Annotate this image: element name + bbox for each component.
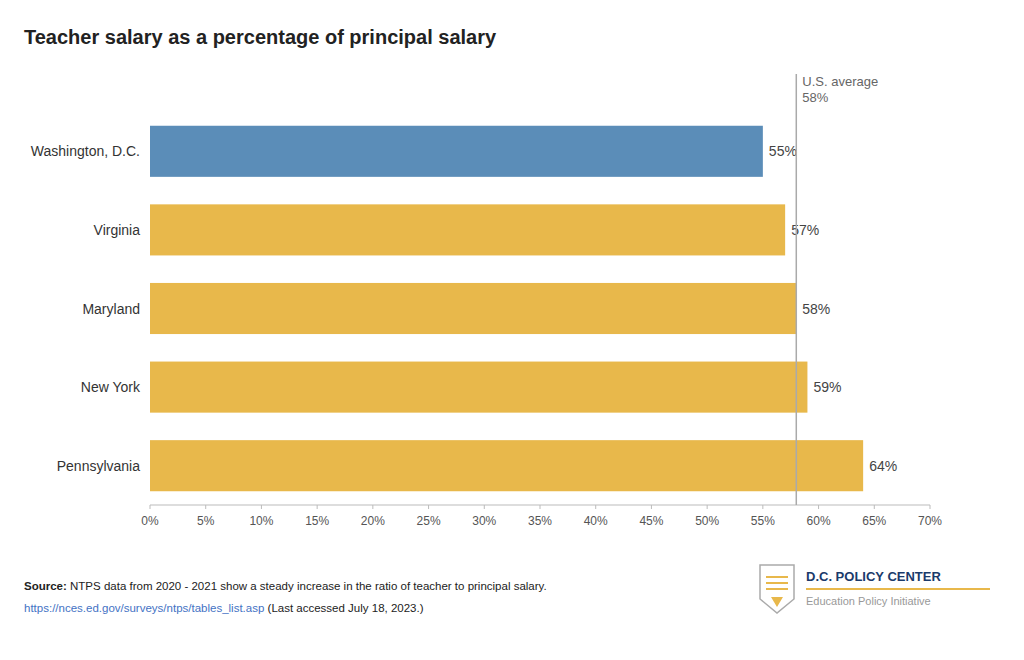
- category-label: Virginia: [94, 222, 141, 238]
- x-tick-label: 70%: [918, 514, 942, 528]
- x-tick-label: 40%: [584, 514, 608, 528]
- reference-label: 58%: [802, 90, 828, 105]
- category-labels: Washington, D.C. Virginia Maryland New York…: [31, 143, 141, 473]
- category-label: Maryland: [82, 301, 140, 317]
- x-tick-label: 30%: [472, 514, 496, 528]
- x-tick: [317, 505, 318, 509]
- chart-svg: Teacher salary as a percentage of princi…: [0, 0, 1024, 660]
- chart-container: Teacher salary as a percentage of princi…: [0, 0, 1024, 660]
- bar: [150, 362, 807, 413]
- bars: [150, 126, 863, 491]
- logo-title: D.C. POLICY CENTER: [806, 569, 941, 584]
- logo-triangle: [771, 597, 783, 607]
- bar: [150, 440, 863, 491]
- data-labels: 55% 57% 58% 59% 64%: [769, 143, 897, 473]
- x-tick-label: 60%: [807, 514, 831, 528]
- logo-rule: [806, 588, 990, 590]
- logo: D.C. POLICY CENTER Education Policy Initi…: [760, 565, 990, 613]
- logo-shield: [760, 565, 794, 613]
- x-tick-label: 45%: [639, 514, 663, 528]
- source-part: NTPS data from 2020 - 2021 show a steady…: [67, 580, 547, 592]
- source-part: Source:: [24, 580, 67, 592]
- x-tick-label: 0%: [141, 514, 159, 528]
- x-tick: [150, 505, 151, 509]
- logo-stripe: [766, 582, 788, 584]
- x-tick: [540, 505, 541, 509]
- data-label: 59%: [813, 379, 841, 395]
- x-tick: [930, 505, 931, 509]
- title: Teacher salary as a percentage of princi…: [24, 26, 497, 48]
- source-link-line: https://nces.ed.gov/surveys/ntps/tables_…: [24, 602, 424, 614]
- x-tick: [372, 505, 373, 509]
- x-tick: [651, 505, 652, 509]
- x-tick-label: 5%: [197, 514, 215, 528]
- data-label: 57%: [791, 222, 819, 238]
- x-tick-label: 25%: [417, 514, 441, 528]
- data-label: 64%: [869, 458, 897, 474]
- category-label: New York: [81, 379, 141, 395]
- category-label: Pennsylvania: [57, 458, 140, 474]
- source-suffix: (Last accessed July 18, 2023.): [264, 602, 423, 614]
- x-tick: [261, 505, 262, 509]
- logo-subtitle: Education Policy Initiative: [806, 595, 931, 607]
- bar: [150, 126, 763, 177]
- x-tick-label: 50%: [695, 514, 719, 528]
- x-tick: [762, 505, 763, 509]
- x-tick-label: 10%: [249, 514, 273, 528]
- reference-label: U.S. average: [802, 74, 878, 89]
- reference-line: [796, 74, 798, 505]
- x-tick: [595, 505, 596, 509]
- x-tick: [874, 505, 875, 509]
- x-tick: [205, 505, 206, 509]
- bar: [150, 204, 785, 255]
- source-note: Source: NTPS data from 2020 - 2021 show …: [24, 580, 547, 592]
- x-tick-label: 15%: [305, 514, 329, 528]
- bar: [150, 283, 796, 334]
- x-tick-label: 55%: [751, 514, 775, 528]
- data-label: 58%: [802, 301, 830, 317]
- x-tick-label: 20%: [361, 514, 385, 528]
- category-label: Washington, D.C.: [31, 143, 140, 159]
- x-tick-label: 65%: [862, 514, 886, 528]
- x-tick: [818, 505, 819, 509]
- x-axis: 0% 5% 10% 15% 20% 25% 30% 35% 40% 45% 50% 55% 60% 65%…: [141, 505, 942, 528]
- x-tick: [707, 505, 708, 509]
- logo-stripe: [766, 588, 788, 590]
- source-link: https://nces.ed.gov/surveys/ntps/tables_…: [24, 602, 264, 614]
- x-tick: [428, 505, 429, 509]
- x-tick-label: 35%: [528, 514, 552, 528]
- data-label: 55%: [769, 143, 797, 159]
- x-tick: [484, 505, 485, 509]
- logo-stripe: [766, 576, 788, 578]
